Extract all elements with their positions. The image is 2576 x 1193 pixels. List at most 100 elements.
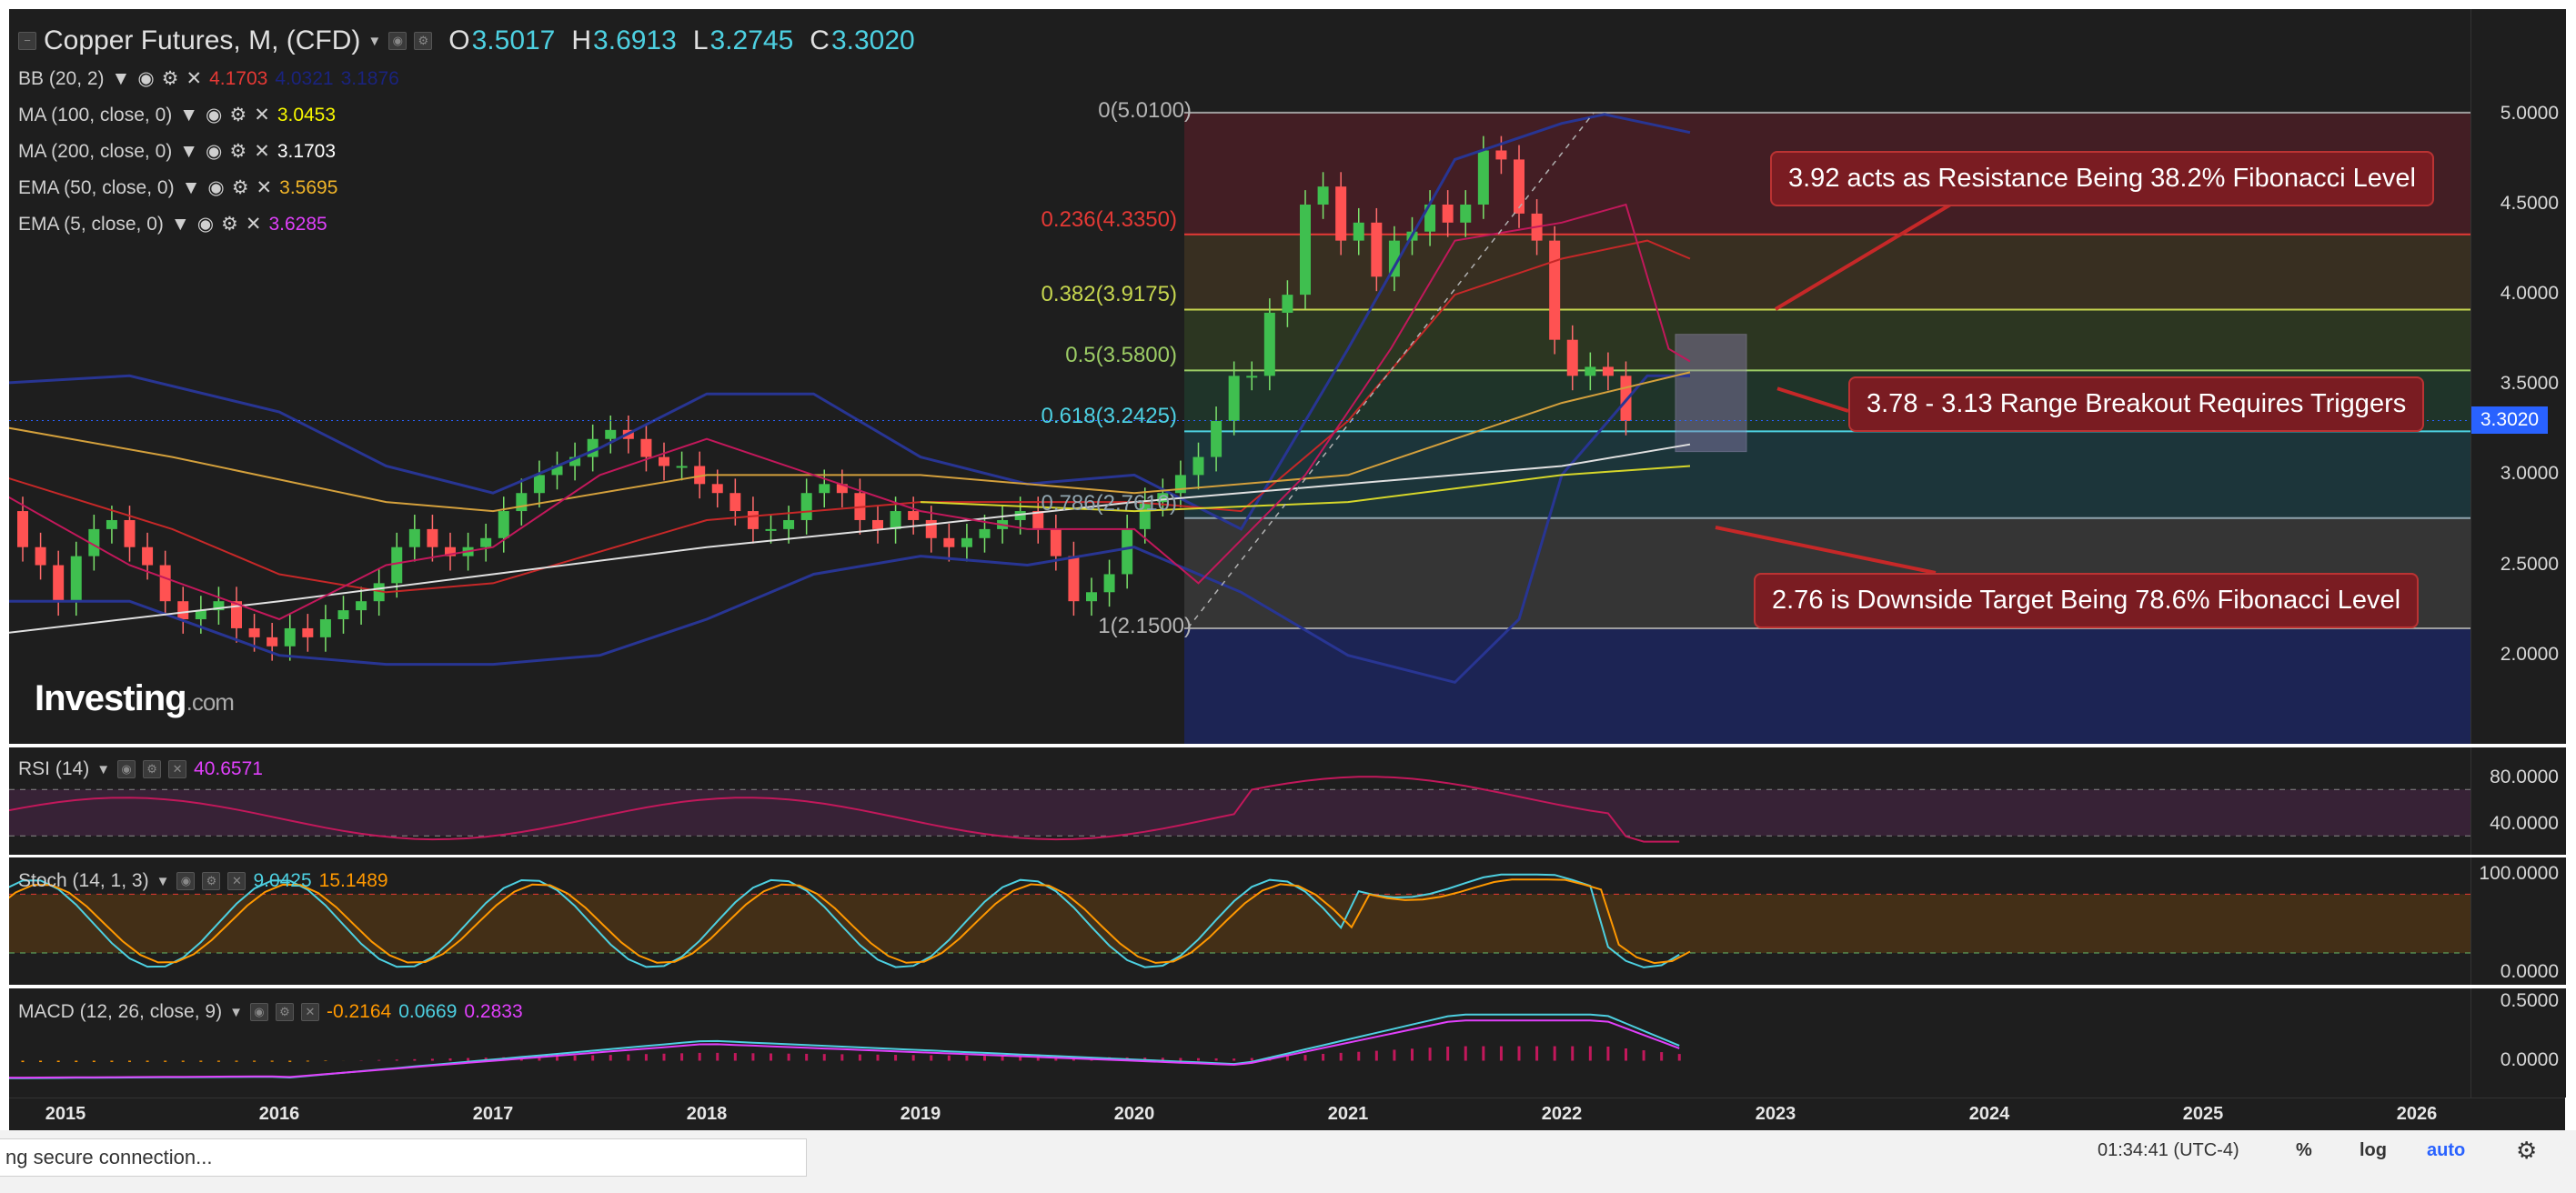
- close-label: C: [810, 25, 830, 55]
- stoch-axis[interactable]: 100.0000 0.0000: [2470, 857, 2566, 985]
- candle-body: [819, 484, 830, 494]
- candle-body: [1585, 366, 1596, 376]
- candle-body: [159, 565, 171, 602]
- indicator-legend: EMA (5, close, 0) ▼ ◉ ⚙ ✕ 3.6285: [18, 213, 327, 236]
- settings-icon[interactable]: ⚙: [414, 32, 433, 50]
- settings-icon[interactable]: ⚙: [229, 141, 247, 162]
- chevron-down-icon[interactable]: ▼: [170, 213, 190, 235]
- candle-body: [711, 484, 723, 494]
- settings-icon[interactable]: ⚙: [231, 177, 249, 198]
- chevron-down-icon[interactable]: ▼: [367, 33, 382, 49]
- symbol-title[interactable]: Copper Futures, M, (CFD): [44, 25, 361, 55]
- price-tick-label: 5.0000: [2500, 102, 2559, 124]
- candle-body: [337, 610, 349, 620]
- candle-body: [1442, 204, 1454, 223]
- price-tick-label: 4.5000: [2500, 192, 2559, 214]
- eye-icon[interactable]: ◉: [206, 141, 223, 162]
- close-icon[interactable]: ✕: [245, 214, 262, 235]
- macd-line: [9, 1013, 1680, 1079]
- candle-body: [319, 619, 331, 637]
- fib-level-label: 0.236(4.3350): [1041, 206, 1177, 232]
- auto-toggle[interactable]: auto: [2427, 1140, 2466, 1160]
- stoch-band: [9, 894, 2470, 954]
- eye-icon[interactable]: ◉: [196, 214, 215, 235]
- candle-body: [1139, 502, 1151, 529]
- time-axis[interactable]: [9, 1098, 2565, 1131]
- indicator-label[interactable]: MA (100, close, 0): [18, 104, 173, 125]
- eye-icon[interactable]: ◉: [117, 760, 136, 778]
- clock-label: 01:34:41 (UTC-4): [2098, 1140, 2239, 1160]
- indicator-label[interactable]: BB (20, 2): [18, 67, 105, 89]
- indicator-label[interactable]: MA (200, close, 0): [18, 140, 173, 162]
- candle-body: [53, 565, 65, 602]
- candle-body: [1335, 186, 1347, 241]
- ma200-line: [9, 443, 1691, 634]
- rsi-value: 40.6571: [194, 758, 263, 779]
- candle-body: [1263, 312, 1275, 376]
- macd-label[interactable]: MACD (12, 26, close, 9): [18, 1001, 223, 1022]
- settings-icon[interactable]: ⚙: [221, 214, 238, 235]
- eye-icon[interactable]: ◉: [207, 177, 225, 198]
- candle-body: [1032, 511, 1044, 529]
- chevron-down-icon[interactable]: ▼: [179, 140, 199, 162]
- chevron-down-icon[interactable]: ▼: [181, 176, 201, 198]
- close-icon[interactable]: ✕: [186, 68, 203, 89]
- chevron-down-icon[interactable]: ▼: [179, 104, 199, 125]
- macd-tick-label: 0.0000: [2500, 1048, 2559, 1070]
- indicator-label[interactable]: EMA (50, close, 0): [18, 176, 175, 198]
- eye-icon[interactable]: ◉: [249, 1003, 268, 1021]
- eye-icon[interactable]: ◉: [388, 32, 408, 50]
- logo-brand: Investing: [35, 678, 187, 718]
- price-pane[interactable]: − Copper Futures, M, (CFD) ▼ ◉ ⚙ O 3.5017…: [9, 9, 2470, 744]
- rsi-axis[interactable]: 80.0000 40.0000: [2470, 747, 2566, 855]
- candle-body: [1388, 240, 1400, 277]
- settings-icon[interactable]: ⚙: [143, 760, 162, 778]
- log-toggle[interactable]: log: [2360, 1140, 2387, 1160]
- settings-icon[interactable]: ⚙: [275, 1003, 294, 1021]
- symbol-header: − Copper Futures, M, (CFD) ▼ ◉ ⚙ O 3.5017…: [18, 25, 915, 56]
- chevron-down-icon[interactable]: ▼: [156, 873, 170, 889]
- candle-body: [1192, 456, 1204, 476]
- range-box: [1675, 334, 1747, 453]
- candle-body: [284, 627, 296, 647]
- candle-body: [70, 556, 82, 602]
- close-icon[interactable]: ✕: [254, 141, 270, 162]
- close-icon[interactable]: ✕: [256, 177, 273, 198]
- indicator-legend: MA (200, close, 0) ▼ ◉ ⚙ ✕ 3.1703: [18, 140, 336, 163]
- price-axis[interactable]: 5.0000 4.5000 4.0000 3.5000 3.0000 2.5000 2.00…: [2470, 9, 2566, 744]
- close-icon[interactable]: ✕: [227, 872, 247, 890]
- stoch-chart-svg: [9, 873, 2470, 968]
- percent-toggle[interactable]: %: [2296, 1140, 2312, 1160]
- macd-axis[interactable]: 0.5000 0.0000: [2470, 988, 2566, 1098]
- settings-icon[interactable]: ⚙: [202, 872, 221, 890]
- price-tick-label: 2.5000: [2500, 553, 2559, 575]
- indicator-label[interactable]: EMA (5, close, 0): [18, 213, 164, 235]
- stoch-label[interactable]: Stoch (14, 1, 3): [18, 870, 149, 891]
- eye-icon[interactable]: ◉: [176, 872, 196, 890]
- stoch-pane[interactable]: Stoch (14, 1, 3) ▼ ◉ ⚙ ✕ 9.0425 15.1489: [9, 857, 2470, 985]
- bb-middle-line: [9, 239, 1691, 594]
- indicator-legend: BB (20, 2) ▼ ◉ ⚙ ✕ 4.1703 4.0321 3.1876: [18, 67, 399, 90]
- rsi-label[interactable]: RSI (14): [18, 758, 90, 779]
- eye-icon[interactable]: ◉: [137, 68, 155, 89]
- rsi-pane[interactable]: RSI (14) ▼ ◉ ⚙ ✕ 40.6571: [9, 747, 2470, 855]
- collapse-icon[interactable]: −: [18, 32, 36, 50]
- settings-icon[interactable]: ⚙: [161, 68, 179, 89]
- candle-body: [248, 627, 260, 637]
- close-icon[interactable]: ✕: [168, 760, 187, 778]
- gear-icon[interactable]: ⚙: [2516, 1137, 2538, 1164]
- candle-body: [551, 466, 563, 476]
- indicator-value: 3.0453: [277, 104, 337, 125]
- candle-body: [356, 601, 367, 611]
- candle-body: [516, 493, 528, 512]
- chevron-down-icon[interactable]: ▼: [229, 1004, 243, 1020]
- settings-icon[interactable]: ⚙: [229, 105, 247, 125]
- chevron-down-icon[interactable]: ▼: [96, 761, 111, 777]
- macd-pane[interactable]: MACD (12, 26, close, 9) ▼ ◉ ⚙ ✕ -0.2164 0.0…: [9, 988, 2470, 1098]
- close-icon[interactable]: ✕: [254, 105, 270, 125]
- chevron-down-icon[interactable]: ▼: [111, 67, 131, 89]
- candle-body: [142, 546, 154, 566]
- eye-icon[interactable]: ◉: [206, 105, 223, 125]
- close-icon[interactable]: ✕: [300, 1003, 319, 1021]
